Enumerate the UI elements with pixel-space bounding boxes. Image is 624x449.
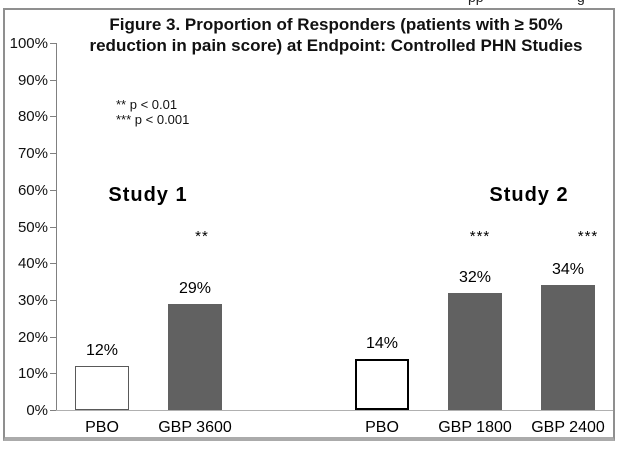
clipped-text-fragment-right: g — [577, 0, 589, 5]
chart-title: Figure 3. Proportion of Responders (pati… — [89, 15, 583, 55]
y-axis-tick-label: 10% — [17, 365, 48, 382]
y-axis-tick — [50, 410, 56, 411]
p-value-key-triple-asterisk: *** p < 0.001 — [116, 112, 190, 127]
y-axis-tick-label: 0% — [26, 402, 48, 419]
group-label-study-2: Study 2 — [489, 184, 569, 206]
y-axis-tick-label: 100% — [9, 35, 48, 52]
y-axis-tick — [50, 43, 56, 44]
x-axis-line — [56, 410, 613, 411]
y-axis-line — [56, 43, 57, 410]
significance-marker: ** — [195, 228, 209, 245]
y-axis-tick-label: 90% — [17, 72, 48, 89]
y-axis-tick-label: 40% — [17, 255, 48, 272]
y-axis-tick-label: 30% — [17, 292, 48, 309]
bar-value-label: 32% — [458, 269, 492, 286]
bar-value-label: 12% — [85, 342, 119, 359]
group-label-study-1: Study 1 — [108, 184, 188, 206]
bar-gbp-3600 — [168, 304, 222, 410]
y-axis-tick-label: 70% — [17, 145, 48, 162]
bar-pbo — [75, 366, 129, 410]
y-axis-tick — [50, 337, 56, 338]
bar-gbp-2400 — [541, 285, 595, 410]
y-axis-tick — [50, 263, 56, 264]
clipped-text-fragment: pp — [468, 0, 490, 7]
x-axis-category-label: PBO — [85, 419, 119, 436]
y-axis-tick-label: 50% — [17, 219, 48, 236]
y-axis-tick-label: 80% — [17, 108, 48, 125]
y-axis-tick — [50, 153, 56, 154]
bar-pbo — [355, 359, 409, 410]
p-value-key-double-asterisk: ** p < 0.01 — [116, 97, 178, 112]
bar-gbp-1800 — [448, 293, 502, 410]
x-axis-category-label: GBP 1800 — [438, 419, 512, 436]
y-axis-tick — [50, 373, 56, 374]
y-axis-tick — [50, 300, 56, 301]
y-axis-tick — [50, 116, 56, 117]
bar-value-label: 34% — [551, 261, 585, 278]
x-axis-category-label: GBP 2400 — [531, 419, 605, 436]
clipped-text-fragment-left: pp — [468, 0, 490, 5]
significance-marker: *** — [469, 228, 491, 245]
x-axis-category-label: PBO — [365, 419, 399, 436]
x-axis-category-label: GBP 3600 — [158, 419, 232, 436]
significance-marker: *** — [577, 228, 599, 245]
bar-value-label: 29% — [178, 280, 212, 297]
y-axis-tick-label: 20% — [17, 329, 48, 346]
y-axis-tick-label: 60% — [17, 182, 48, 199]
bar-value-label: 14% — [365, 335, 399, 352]
y-axis-tick — [50, 80, 56, 81]
y-axis-tick — [50, 190, 56, 191]
clipped-text-fragment: g — [577, 0, 589, 7]
y-axis-tick — [50, 227, 56, 228]
